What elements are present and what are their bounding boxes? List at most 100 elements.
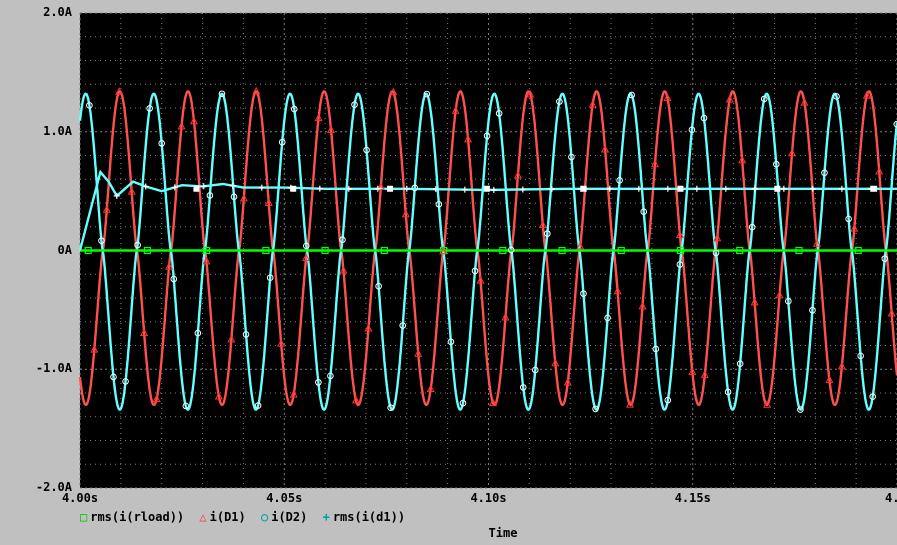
marker-square	[380, 246, 388, 255]
marker-plus	[432, 186, 439, 193]
marker-circle	[592, 405, 599, 413]
y-tick-label: -2.0A	[35, 480, 72, 494]
marker-triangle	[551, 358, 560, 367]
marker-square	[499, 246, 507, 255]
y-tick-label: -1.0A	[35, 361, 72, 376]
marker-triangle	[476, 276, 485, 284]
legend-item-rms-d1: + rms(i(d1))	[322, 510, 406, 524]
marker-square	[558, 246, 566, 255]
marker-circle	[869, 393, 876, 400]
trace-i-d1	[78, 90, 897, 407]
marker-circle	[98, 237, 105, 245]
marker-triangle	[252, 86, 261, 95]
marker-plus	[200, 183, 207, 190]
marker-triangle	[700, 370, 709, 378]
marker-circle	[435, 201, 443, 208]
marker-circle	[110, 373, 117, 381]
marker-circle	[700, 114, 708, 122]
marker-triangle	[451, 106, 460, 114]
marker-square	[84, 246, 92, 255]
marker-triangle	[488, 398, 498, 407]
marker-circle	[760, 95, 768, 103]
marker-square-filled	[871, 185, 878, 192]
marker-circle	[821, 169, 828, 177]
marker-triangle	[351, 395, 360, 404]
marker-circle	[218, 90, 226, 98]
marker-circle	[230, 193, 238, 201]
marker-plus	[490, 186, 497, 193]
marker-triangle	[887, 308, 896, 317]
marker-circle	[628, 91, 635, 99]
marker-triangle	[501, 312, 510, 321]
marker-circle	[736, 360, 744, 368]
marker-plus	[374, 185, 381, 192]
marker-circle	[158, 140, 165, 147]
x-tick-label: 4.15s	[674, 491, 711, 505]
marker-circle	[86, 102, 93, 109]
marker-circle	[772, 160, 780, 168]
marker-triangle	[775, 290, 784, 299]
marker-triangle	[364, 323, 373, 332]
marker-triangle	[414, 349, 423, 357]
marker-triangle	[426, 384, 435, 393]
marker-plus	[461, 186, 468, 193]
marker-plus	[606, 185, 613, 192]
marker-triangle	[314, 113, 323, 122]
marker-triangle	[165, 262, 174, 270]
marker-circle	[748, 223, 756, 231]
marker-circle	[146, 105, 153, 112]
marker-circle	[399, 322, 407, 329]
marker-triangle	[750, 297, 759, 306]
marker-circle	[327, 372, 334, 380]
marker-triangle	[738, 155, 747, 164]
marker-square-filled	[193, 185, 200, 192]
marker-square-filled	[483, 185, 490, 192]
marker-triangle	[202, 256, 211, 265]
marker-triangle	[90, 345, 99, 353]
marker-triangle	[787, 148, 797, 157]
marker-circle	[640, 208, 648, 216]
triangle-marker-icon: △	[199, 510, 207, 524]
marker-plus	[258, 184, 265, 191]
marker-plus	[316, 185, 323, 192]
x-tick-label: 4.00s	[61, 491, 99, 505]
marker-plus	[519, 186, 526, 193]
marker-triangle	[825, 375, 834, 383]
marker-circle	[857, 352, 864, 360]
marker-square	[795, 246, 803, 255]
marker-square	[321, 246, 329, 255]
trace-i-d2	[78, 92, 897, 411]
marker-plus	[142, 183, 149, 190]
marker-plus	[664, 185, 671, 192]
marker-triangle	[800, 98, 809, 106]
marker-triangle	[177, 121, 186, 130]
marker-triangle	[140, 328, 149, 336]
marker-circle	[459, 399, 467, 407]
marker-circle	[134, 241, 141, 249]
y-tick-label: 2.0A	[43, 5, 72, 19]
marker-triangle	[439, 246, 448, 255]
marker-circle	[170, 275, 178, 283]
marker-circle	[387, 404, 394, 411]
marker-circle	[471, 267, 479, 275]
marker-triangle	[538, 220, 547, 229]
marker-circle	[290, 105, 298, 113]
marker-plus	[403, 185, 410, 192]
legend: □ rms(i(rload)) △ i(D1) ○ i(D2) + rms(i(d1))	[80, 510, 413, 524]
trace-rms-d1	[78, 169, 897, 251]
marker-triangle	[675, 230, 684, 238]
marker-circle	[351, 101, 358, 109]
marker-circle	[580, 290, 587, 297]
marker-circle	[206, 192, 214, 199]
marker-plus	[809, 185, 816, 192]
marker-triangle	[102, 205, 111, 213]
marker-square	[736, 246, 744, 255]
marker-triangle	[850, 224, 859, 232]
marker-circle	[652, 345, 660, 353]
marker-circle	[303, 242, 310, 250]
marker-circle	[797, 406, 804, 413]
marker-square-filled	[774, 185, 781, 192]
marker-triangle	[214, 391, 223, 400]
traces	[78, 90, 897, 411]
